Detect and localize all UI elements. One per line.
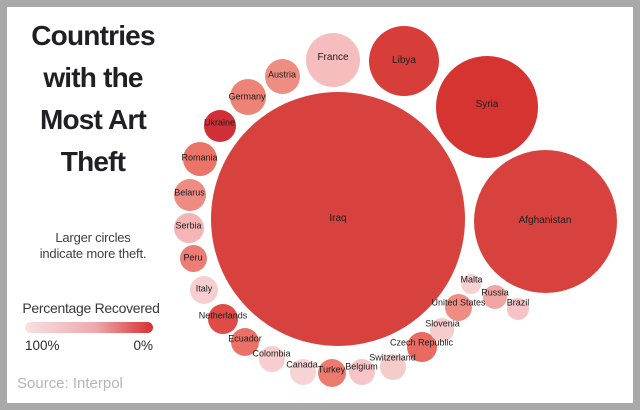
page-title: Countries with the Most Art Theft (0, 15, 186, 183)
bubble-slovenia (430, 317, 454, 342)
title-line-2: with the (43, 62, 143, 93)
title-line-4: Theft (60, 146, 126, 177)
bubble-label-czech-republic: Czech Republic (389, 337, 454, 347)
bubble-label-syria: Syria (475, 99, 499, 110)
bubble-label-libya: Libya (392, 55, 416, 66)
bubble-libya (368, 26, 439, 96)
note-line-2: indicate more theft. (39, 246, 147, 261)
bubble-label-france: France (317, 52, 349, 63)
bubble-label-iraq: Iraq (329, 213, 347, 224)
note-line-1: Larger circles (55, 230, 131, 245)
bubble-brazil (506, 298, 529, 320)
legend-label-100: 100% (25, 338, 60, 353)
bubble-label-belarus: Belarus (174, 187, 205, 197)
bubble-turkey (317, 359, 346, 387)
bubble-label-canada: Canada (286, 359, 318, 369)
bubble-label-serbia: Serbia (175, 220, 202, 230)
legend-label-0: 0% (133, 338, 153, 353)
legend-gradient-bar (25, 322, 153, 333)
bubble-ecuador (231, 327, 259, 356)
bubble-label-ecuador: Ecuador (228, 333, 262, 344)
bubble-belarus (174, 179, 206, 211)
legend-title: Percentage Recovered (22, 300, 160, 316)
title-line-3: Most Art (39, 104, 147, 135)
bubble-label-brazil: Brazil (506, 297, 530, 308)
bubble-label-turkey: Turkey (317, 364, 346, 375)
bubble-iraq (211, 92, 465, 346)
bubble-label-austria: Austria (267, 69, 297, 79)
bubble-germany (229, 79, 266, 115)
bubble-france (306, 33, 360, 87)
bubble-belgium (348, 358, 375, 385)
bubble-label-ukraine: Ukraine (203, 117, 236, 128)
bubble-label-united-states: United States (431, 297, 486, 307)
bubble-malta (461, 274, 481, 294)
bubble-ukraine (204, 109, 236, 142)
size-note: Larger circles indicate more theft. (0, 230, 186, 262)
bubble-label-switzerland: Switzerland (369, 352, 416, 363)
bubble-romania (182, 141, 217, 176)
bubble-label-netherlands: Netherlands (198, 310, 248, 320)
bubble-russia (482, 285, 507, 309)
bubble-afghanistan (474, 149, 617, 293)
bubble-switzerland (380, 354, 406, 380)
bubble-label-belgium: Belgium (345, 361, 378, 372)
bubble-label-romania: Romania (181, 152, 218, 162)
bubble-united-states (445, 293, 472, 321)
bubble-label-colombia: Colombia (252, 348, 291, 359)
title-line-1: Countries (31, 20, 155, 51)
bubble-label-malta: Malta (460, 274, 483, 284)
source-credit: Source: Interpol (17, 375, 123, 392)
bubble-peru (179, 244, 207, 272)
bubble-label-slovenia: Slovenia (425, 318, 460, 328)
legend-scale-labels: 100% 0% (25, 338, 153, 353)
bubble-italy (189, 276, 218, 304)
bubble-canada (289, 358, 316, 385)
bubble-austria (265, 58, 300, 94)
bubble-syria (436, 56, 538, 158)
bubble-netherlands (208, 303, 238, 334)
bubble-label-germany: Germany (228, 91, 266, 102)
bubble-label-russia: Russia (481, 287, 509, 297)
bubble-colombia (259, 345, 285, 372)
bubble-label-italy: Italy (195, 283, 213, 293)
bubble-label-peru: Peru (183, 252, 203, 262)
bubble-label-afghanistan: Afghanistan (518, 215, 572, 226)
bubble-serbia (174, 212, 204, 243)
